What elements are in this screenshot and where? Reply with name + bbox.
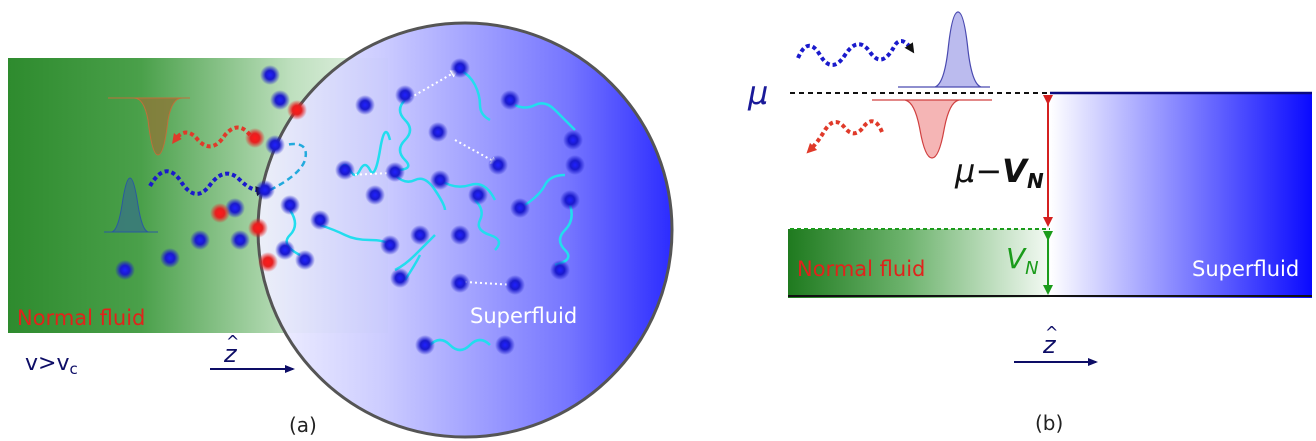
axis-hat-b: ^: [1045, 323, 1058, 342]
velocity-subscript: c: [69, 360, 77, 378]
normal-particle: [450, 273, 470, 293]
normal-particle: [428, 122, 448, 142]
normal-particle: [365, 185, 385, 205]
incident-gaussian-b: [898, 11, 990, 88]
panel-b: μ μ−VN VN Normal fluid Superfluid ^ z (b…: [747, 11, 1312, 435]
normal-particle: [280, 195, 300, 215]
normal-particle: [450, 58, 470, 78]
superfluid-region-b: [1050, 93, 1312, 298]
normal-particle: [488, 155, 508, 175]
normal-particle: [230, 230, 250, 250]
normal-particle: [395, 85, 415, 105]
normal-particle: [295, 250, 315, 270]
reflected-gaussian-b: [872, 99, 992, 159]
normal-particle: [565, 155, 585, 175]
reflected-wave-arrow-icon: [172, 125, 252, 149]
normal-particle: [510, 198, 530, 218]
hole-particle: [210, 203, 230, 223]
normal-particle: [390, 268, 410, 288]
normal-particle: [190, 230, 210, 250]
hole-particle: [258, 252, 278, 272]
normal-particle: [355, 95, 375, 115]
normal-particle: [505, 275, 525, 295]
superfluid-label-a: Superfluid: [470, 304, 577, 328]
normal-particle: [468, 185, 488, 205]
normal-particle: [160, 248, 180, 268]
normal-particle: [385, 162, 405, 182]
reflected-wave-b-icon: [806, 119, 884, 154]
incident-gaussian-packet: [104, 177, 158, 233]
normal-particle: [450, 225, 470, 245]
normal-particle: [380, 235, 400, 255]
normal-fluid-label-a: Normal fluid: [17, 306, 145, 330]
axis-label-a: z: [223, 340, 238, 368]
caption-b: (b): [1035, 411, 1063, 435]
superfluid-label-b: Superfluid: [1192, 257, 1299, 281]
caption-a: (a): [289, 413, 317, 437]
incoming-wave-arrow-icon: [148, 169, 266, 197]
normal-particle: [255, 180, 275, 200]
normal-particle: [270, 90, 290, 110]
normal-particle: [430, 170, 450, 190]
normal-particle: [265, 135, 285, 155]
normal-particle: [495, 335, 515, 355]
normal-particle: [550, 260, 570, 280]
mu-label: μ: [747, 74, 768, 112]
normal-fluid-label-b: Normal fluid: [797, 257, 925, 281]
normal-fluid-region-b: [788, 229, 1050, 298]
hole-particle: [248, 218, 268, 238]
reflected-gaussian-packet: [108, 97, 190, 156]
normal-particle: [500, 90, 520, 110]
normal-particle: [335, 160, 355, 180]
particles: [115, 58, 585, 355]
panel-a: Normal fluid Superfluid v>vc ^ z (a): [8, 21, 674, 439]
incoming-wave-b-icon: [796, 39, 915, 67]
normal-particle: [310, 210, 330, 230]
mu-minus-vn-label: μ−VN: [954, 152, 1044, 193]
normal-particle: [410, 225, 430, 245]
axis-hat-a: ^: [226, 332, 239, 351]
vn-label: VN: [1006, 242, 1039, 279]
normal-particle: [560, 190, 580, 210]
hole-particle: [287, 100, 307, 120]
normal-particle: [415, 335, 435, 355]
normal-particle: [563, 130, 583, 150]
normal-particle: [260, 65, 280, 85]
normal-particle: [275, 240, 295, 260]
normal-particle: [115, 260, 135, 280]
velocity-condition: v>vc: [25, 351, 78, 378]
hole-particle: [245, 128, 265, 148]
axis-label-b: z: [1042, 331, 1057, 359]
